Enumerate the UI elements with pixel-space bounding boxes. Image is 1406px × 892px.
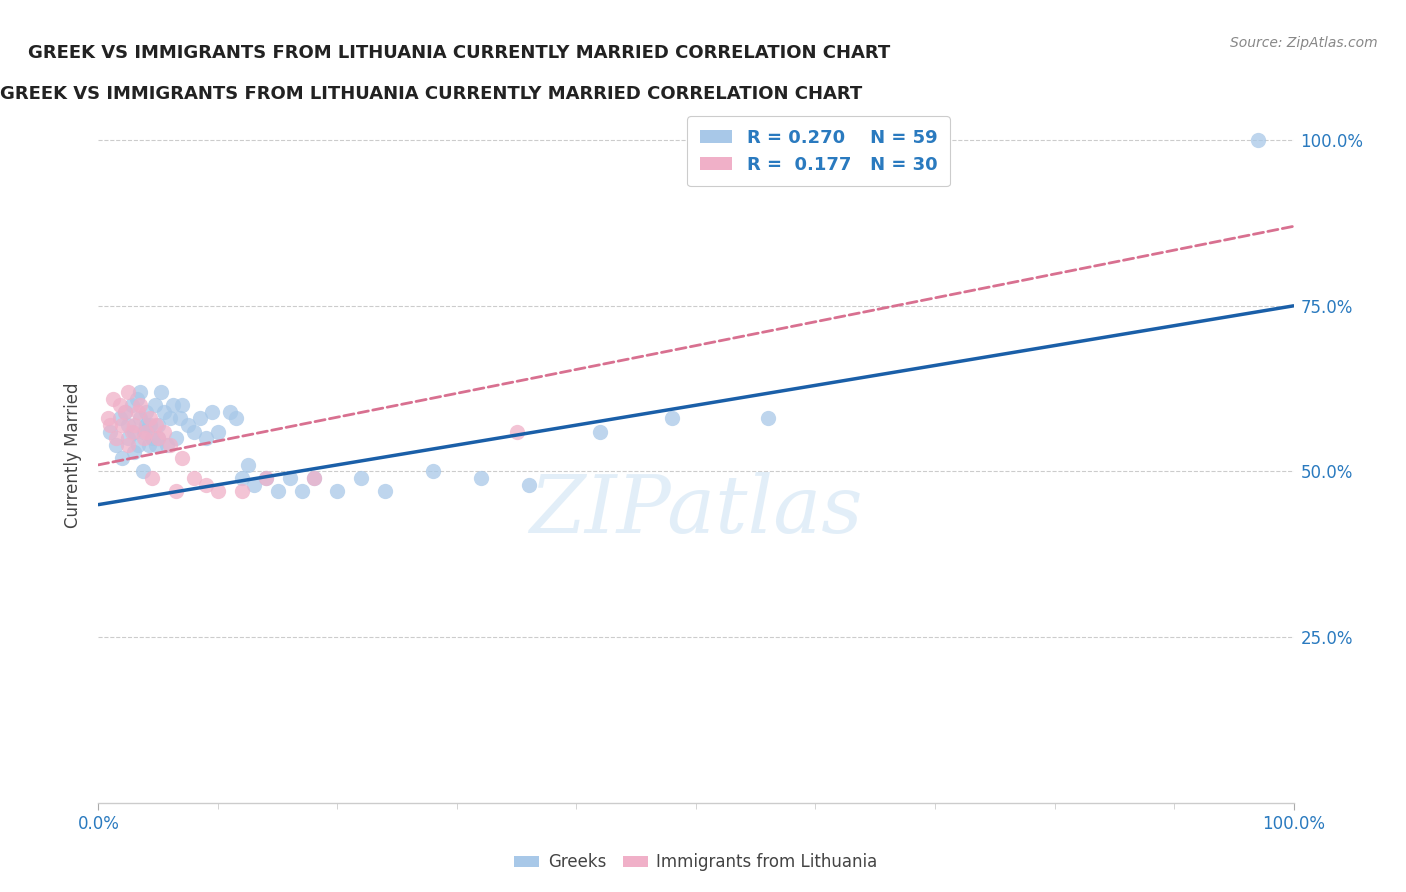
- Legend: Greeks, Immigrants from Lithuania: Greeks, Immigrants from Lithuania: [508, 847, 884, 878]
- Text: GREEK VS IMMIGRANTS FROM LITHUANIA CURRENTLY MARRIED CORRELATION CHART: GREEK VS IMMIGRANTS FROM LITHUANIA CURRE…: [28, 45, 890, 62]
- Text: Source: ZipAtlas.com: Source: ZipAtlas.com: [1230, 36, 1378, 50]
- Y-axis label: Currently Married: Currently Married: [65, 382, 83, 528]
- Text: ZIPatlas: ZIPatlas: [529, 472, 863, 549]
- Text: GREEK VS IMMIGRANTS FROM LITHUANIA CURRENTLY MARRIED CORRELATION CHART: GREEK VS IMMIGRANTS FROM LITHUANIA CURRE…: [0, 85, 862, 103]
